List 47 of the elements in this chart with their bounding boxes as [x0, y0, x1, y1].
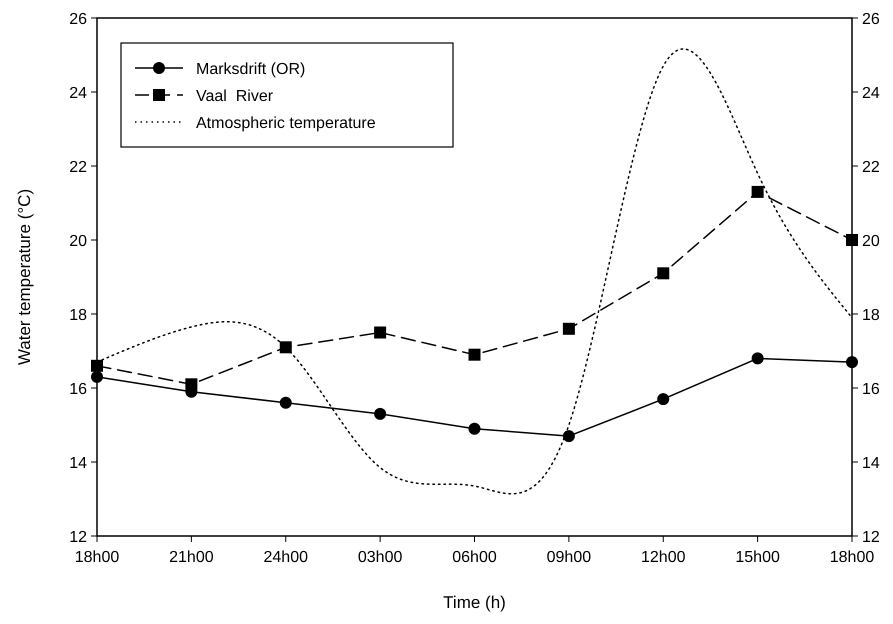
point: [657, 267, 670, 280]
y2-tick-label: 14: [862, 455, 880, 472]
point: [562, 322, 575, 335]
x-tick-label: 06h00: [452, 549, 497, 566]
point: [185, 378, 198, 390]
y2-tick-label: 16: [862, 381, 880, 398]
y2-tick-label: 24: [862, 85, 880, 102]
point: [562, 430, 575, 442]
x-tick-label: 21h00: [169, 549, 214, 566]
y-tick-label: 16: [69, 381, 88, 398]
y2-tick-label: 18: [862, 307, 880, 324]
x-tick-label: 12h00: [641, 549, 686, 566]
x-tick-label: 15h00: [735, 549, 780, 566]
x-tick-label: 18h00: [830, 549, 874, 566]
y-tick-label: 14: [69, 455, 88, 472]
x-axis-title: Time (h): [443, 593, 506, 612]
y2-tick-label: 12: [862, 529, 880, 546]
x-tick-label: 24h00: [264, 549, 308, 566]
x-tick-label: 03h00: [358, 549, 402, 566]
y-tick-label: 24: [69, 85, 88, 102]
point: [91, 360, 103, 372]
point: [752, 186, 764, 198]
y-tick-label: 18: [69, 307, 88, 324]
y-tick-label: 22: [69, 159, 88, 176]
y-axis-title: Water temperature (°C): [15, 188, 34, 366]
point: [846, 234, 858, 246]
y2-tick-label: 22: [862, 159, 880, 176]
legend-label: Vaal River: [196, 88, 274, 105]
legend-label: Marksdrift (OR): [196, 61, 306, 78]
y-tick-label: 20: [69, 233, 88, 250]
point: [468, 422, 480, 435]
legend-label: Atmospheric temperature: [196, 115, 376, 132]
point: [468, 348, 480, 361]
point: [752, 352, 764, 364]
y2-tick-label: 26: [862, 11, 880, 28]
y-tick-label: 26: [69, 11, 88, 28]
point: [374, 408, 386, 420]
y2-tick-label: 20: [862, 233, 880, 250]
x-tick-label: 09h00: [546, 549, 592, 566]
point: [846, 356, 858, 368]
point: [374, 326, 386, 338]
point: [657, 393, 670, 406]
x-tick-label: 18h00: [74, 549, 120, 566]
point: [91, 370, 103, 383]
point: [280, 341, 292, 354]
y-tick-label: 12: [69, 529, 88, 546]
point: [280, 396, 292, 409]
